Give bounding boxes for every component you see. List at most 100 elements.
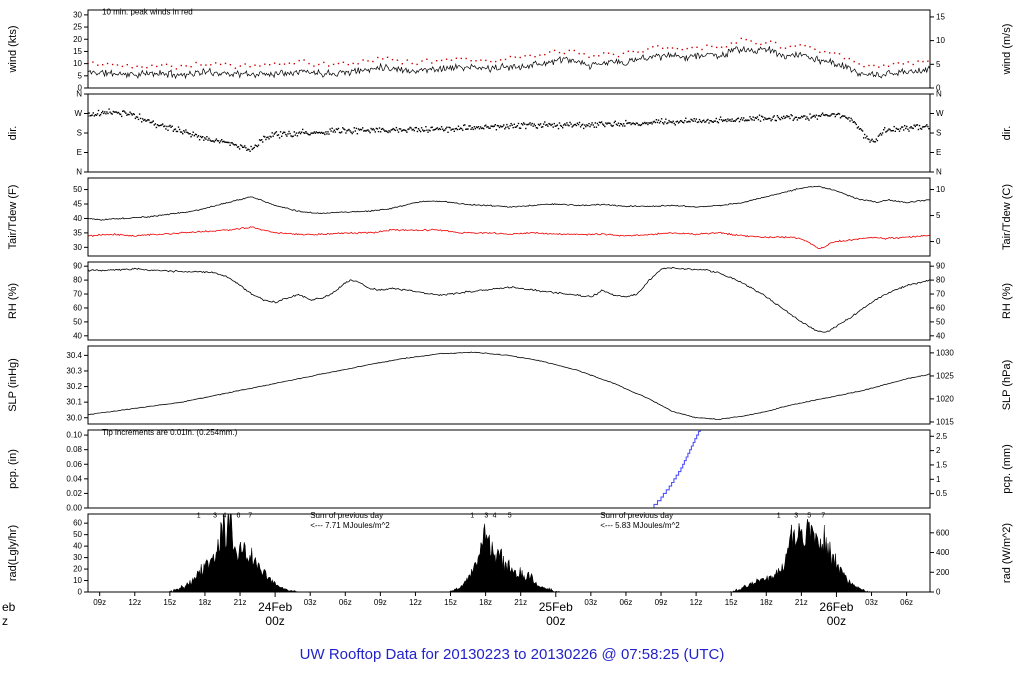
ytick-left-rh: 80	[73, 276, 82, 285]
panel-annotation: 3	[484, 512, 488, 519]
ytick-right-slp: 1025	[936, 371, 954, 380]
ytick-left-rh: 50	[73, 317, 82, 326]
ylabel-right-wind: wind (m/s)	[1001, 24, 1013, 76]
panel-frame-rh	[87, 261, 931, 341]
ytick-right-rh: 40	[936, 331, 945, 340]
ytick-left-wind: 15	[73, 47, 82, 56]
x-tick-label: 03z	[304, 598, 317, 607]
x-tick-label: 03z	[865, 598, 878, 607]
ytick-right-pcp: 2	[936, 446, 941, 455]
ylabel-right-dir: dir.	[1001, 126, 1013, 141]
x-tick-label: 09z	[655, 598, 668, 607]
ytick-left-temp: 50	[73, 185, 82, 194]
panel-pcp	[88, 430, 701, 508]
panel-annotation: 10 min. peak winds in red	[102, 7, 193, 16]
panel-annotation: 1	[777, 512, 781, 519]
x-tick-label: 12z	[690, 598, 703, 607]
ytick-left-pcp: 0.10	[66, 431, 82, 440]
ytick-right-rh: 60	[936, 303, 945, 312]
ytick-right-slp: 1020	[936, 394, 954, 403]
panel-frame-temp	[87, 177, 931, 257]
panel-annotation: 3	[213, 512, 217, 519]
ytick-left-pcp: 0.04	[66, 474, 82, 483]
panel-annotation: 3	[794, 512, 798, 519]
ytick-right-rh: 80	[936, 276, 945, 285]
x-tick-label: 21z	[514, 598, 527, 607]
ytick-right-dir: E	[936, 148, 941, 157]
panel-annotation: <--- 7.71 MJoules/m^2	[310, 521, 390, 530]
ylabel-left-pcp: pcp. (in)	[7, 449, 19, 489]
panel-frame-pcp	[87, 429, 931, 509]
ytick-left-rad: 50	[73, 530, 82, 539]
x-tick-label: 06z	[619, 598, 632, 607]
panel-wind	[88, 37, 930, 80]
ylabel-right-pcp: pcp. (mm)	[1001, 444, 1013, 494]
x-date-label: 24Feb	[258, 600, 292, 614]
ytick-right-pcp: 1.5	[936, 460, 948, 469]
ytick-right-rad: 200	[936, 568, 950, 577]
ytick-right-rh: 50	[936, 317, 945, 326]
ytick-left-dir: N	[76, 168, 82, 177]
ytick-left-pcp: 0.06	[66, 460, 82, 469]
ytick-right-rad: 600	[936, 528, 950, 537]
ylabel-left-temp: Tair/Tdew (F)	[7, 185, 19, 250]
ytick-right-wind: 5	[936, 60, 941, 69]
chart-title: UW Rooftop Data for 20130223 to 20130226…	[299, 646, 725, 663]
ytick-right-rh: 90	[936, 262, 945, 271]
x-tick-label: 15z	[725, 598, 738, 607]
x-date-hour-label: 00z	[546, 614, 565, 628]
panel-rad	[88, 514, 930, 592]
x-tick-label: 18z	[760, 598, 773, 607]
ytick-left-rad: 30	[73, 553, 82, 562]
panel-frame-wind	[87, 9, 931, 89]
ytick-left-wind: 5	[78, 71, 83, 80]
ytick-right-rh: 70	[936, 290, 945, 299]
ylabel-left-wind: wind (kts)	[7, 25, 19, 73]
clipped-date-hour-label: z	[2, 614, 8, 628]
ylabel-right-slp: SLP (hPa)	[1001, 360, 1013, 411]
panel-annotation: 7	[248, 512, 252, 519]
ytick-left-slp: 30.2	[66, 382, 82, 391]
ylabel-left-rh: RH (%)	[7, 283, 19, 319]
panel-temp	[88, 185, 930, 250]
ytick-left-temp: 45	[73, 200, 82, 209]
ylabel-right-rad: rad (W/m^2)	[1001, 523, 1013, 583]
ytick-left-dir: W	[74, 109, 82, 118]
panel-annotation: Tip increments are 0.01in. (0.254mm.)	[102, 428, 238, 437]
panel-slp	[88, 351, 930, 420]
ytick-left-temp: 35	[73, 228, 82, 237]
panel-dir	[88, 108, 930, 152]
ytick-left-wind: 0	[78, 84, 83, 93]
ytick-left-rad: 10	[73, 576, 82, 585]
x-tick-label: 09z	[93, 598, 106, 607]
series-wind_avg	[88, 45, 930, 80]
ytick-right-slp: 1030	[936, 348, 954, 357]
ytick-right-dir: S	[936, 129, 941, 138]
ytick-left-wind: 25	[73, 23, 82, 32]
ytick-right-temp: 0	[936, 237, 941, 246]
ytick-left-rh: 90	[73, 262, 82, 271]
ytick-right-dir: W	[936, 109, 944, 118]
ytick-left-slp: 30.0	[66, 413, 82, 422]
ytick-left-slp: 30.4	[66, 351, 82, 360]
ytick-left-pcp: 0.02	[66, 489, 82, 498]
x-date-hour-label: 00z	[827, 614, 846, 628]
ytick-left-wind: 30	[73, 10, 82, 19]
ytick-right-rad: 0	[936, 588, 941, 597]
x-tick-label: 21z	[234, 598, 247, 607]
ytick-left-dir: E	[77, 148, 82, 157]
ytick-right-pcp: 0.5	[936, 489, 948, 498]
ytick-left-slp: 30.3	[66, 366, 82, 375]
x-tick-label: 12z	[128, 598, 141, 607]
ytick-right-wind: 15	[936, 12, 945, 21]
panel-annotation: 4	[493, 512, 497, 519]
ytick-left-pcp: 0.08	[66, 445, 82, 454]
x-date-label: 25Feb	[539, 600, 573, 614]
x-tick-label: 18z	[479, 598, 492, 607]
x-tick-label: 18z	[198, 598, 211, 607]
panel-annotation: 1	[470, 512, 474, 519]
panel-frame-dir	[87, 93, 931, 173]
panel-annotation: Sum of previous day	[310, 511, 383, 520]
ytick-left-rad: 40	[73, 542, 82, 551]
ytick-left-rad: 0	[78, 588, 83, 597]
